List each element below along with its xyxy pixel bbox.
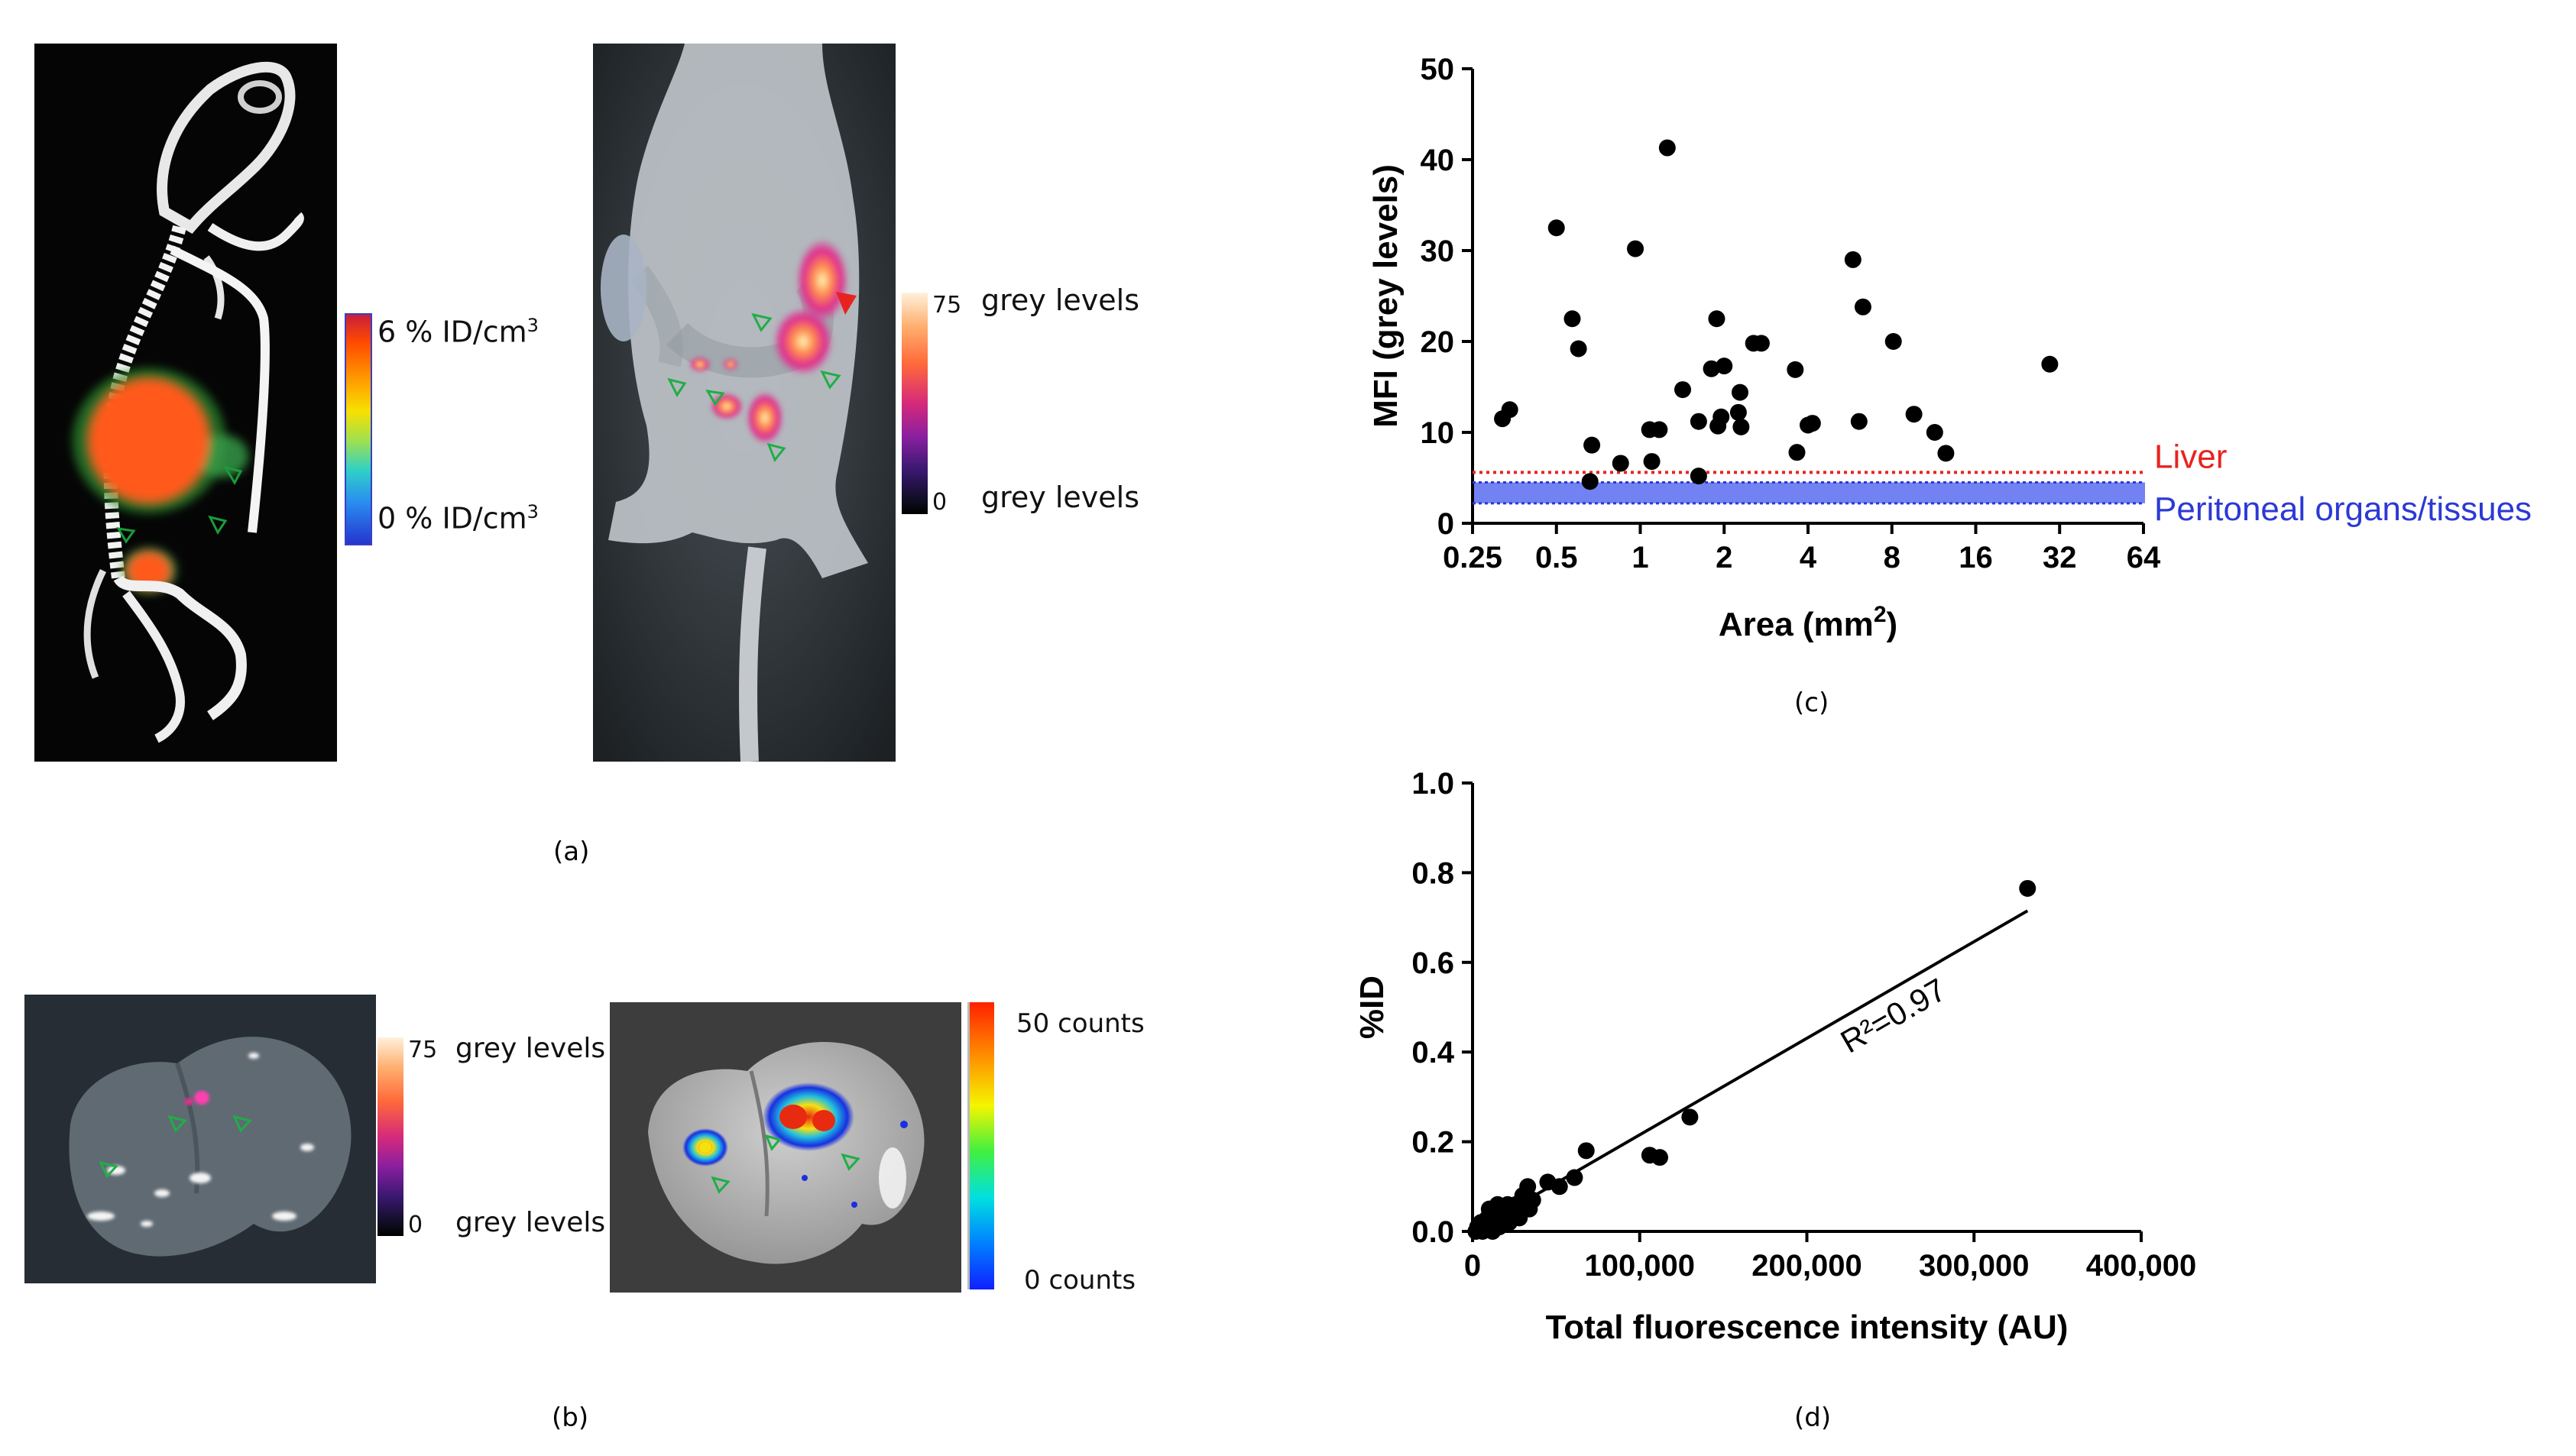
fluo-colorbar-a bbox=[902, 293, 928, 514]
fluo-b-max-unit: grey levels bbox=[455, 1033, 606, 1064]
c-data-point bbox=[1658, 139, 1676, 157]
liver-organ-b2 bbox=[648, 1041, 925, 1264]
c-x-tick-label: 2 bbox=[1716, 541, 1732, 574]
c-peritoneal-label: Peritoneal organs/tissues bbox=[2154, 490, 2532, 528]
c-x-tick-label: 0.5 bbox=[1535, 541, 1578, 574]
c-data-point bbox=[1731, 383, 1748, 401]
c-data-point bbox=[1850, 413, 1868, 430]
c-data-point bbox=[1690, 413, 1707, 430]
c-data-point bbox=[1926, 424, 1943, 441]
c-data-point bbox=[1732, 418, 1750, 435]
panel-label-c: (c) bbox=[1794, 688, 1829, 718]
c-data-point bbox=[1581, 473, 1599, 490]
c-data-point bbox=[1703, 360, 1720, 377]
c-y-tick-label: 20 bbox=[1421, 325, 1455, 359]
c-liver-label: Liver bbox=[2154, 438, 2227, 475]
ct-mouse-image bbox=[34, 44, 337, 762]
c-data-point bbox=[1583, 436, 1601, 454]
c-x-tick-label: 64 bbox=[2127, 541, 2161, 574]
mouse-body bbox=[608, 44, 868, 578]
liver-arrowheads-b2 bbox=[711, 1134, 860, 1194]
c-x-label: Area (mm2) bbox=[1719, 602, 1897, 643]
c-data-point bbox=[1708, 310, 1725, 328]
c-data-point bbox=[1627, 240, 1644, 257]
liver-hotspot-b1 bbox=[194, 1091, 209, 1105]
fluo-colorbar-b bbox=[377, 1037, 403, 1236]
liver-arrowheads-b1 bbox=[99, 1115, 252, 1179]
c-x-tick-label: 16 bbox=[1959, 541, 1993, 574]
fluo-b-min-unit: grey levels bbox=[455, 1207, 606, 1238]
ct-skull bbox=[157, 61, 296, 234]
c-data-point bbox=[1788, 444, 1806, 461]
c-data-point bbox=[1803, 415, 1821, 432]
c-x-tick-label: 0.25 bbox=[1443, 541, 1502, 574]
c-peritoneal-band bbox=[1474, 482, 2145, 503]
c-data-point bbox=[1651, 421, 1668, 438]
fluorescence-hotspots bbox=[689, 238, 849, 445]
fluo-a-min-value: 0 bbox=[932, 489, 948, 516]
ct-colorbar-min: 0 % ID/cm3 bbox=[377, 501, 539, 535]
c-data-point bbox=[1674, 381, 1692, 399]
ct-colorbar-max: 6 % ID/cm3 bbox=[377, 315, 539, 349]
ct-arrowheads bbox=[116, 465, 243, 544]
c-data-point bbox=[1752, 335, 1770, 352]
c-data-point bbox=[1501, 401, 1518, 419]
c-data-point bbox=[1844, 251, 1862, 268]
c-data-point bbox=[2041, 355, 2059, 373]
fluo-a-max-unit: grey levels bbox=[981, 283, 1140, 317]
c-data-point bbox=[1612, 455, 1629, 472]
c-data-point bbox=[1570, 340, 1587, 358]
c-x-tick-label: 32 bbox=[2043, 541, 2077, 574]
c-y-tick-label: 50 bbox=[1421, 53, 1455, 86]
c-data-point bbox=[1905, 406, 1923, 423]
c-data-point bbox=[1787, 361, 1804, 378]
c-data-point bbox=[1854, 298, 1871, 315]
fluorescence-mouse-image bbox=[593, 44, 896, 762]
fluo-a-min-unit: grey levels bbox=[981, 480, 1140, 514]
c-data-point bbox=[1712, 408, 1730, 425]
c-y-tick-label: 0 bbox=[1437, 507, 1454, 541]
panel-label-d: (d) bbox=[1794, 1403, 1832, 1433]
red-arrowhead bbox=[836, 292, 857, 315]
c-data-point bbox=[1937, 445, 1955, 462]
c-x-tick-label: 8 bbox=[1884, 541, 1900, 574]
c-data-point bbox=[1729, 403, 1747, 421]
ct-colorbar bbox=[345, 313, 372, 545]
counts-colorbar bbox=[967, 1002, 994, 1289]
c-x-tick-label: 4 bbox=[1800, 541, 1817, 574]
fluo-b-min-value: 0 bbox=[408, 1212, 423, 1238]
ct-uptake-liver bbox=[73, 368, 248, 594]
c-data-point bbox=[1643, 453, 1661, 471]
c-data-point bbox=[1884, 333, 1902, 350]
c-data-point bbox=[1716, 358, 1733, 375]
panel-label-b: (b) bbox=[552, 1403, 589, 1433]
c-data-point bbox=[1690, 468, 1707, 485]
liver-organ-b1 bbox=[69, 1037, 352, 1257]
counts-min-label: 0 counts bbox=[1024, 1265, 1136, 1296]
c-data-point bbox=[1563, 310, 1581, 328]
panel-label-a: (a) bbox=[553, 836, 590, 867]
fluo-b-max-value: 75 bbox=[408, 1037, 438, 1063]
mouse-tail bbox=[739, 546, 766, 762]
liver-fluorescence-image bbox=[24, 995, 376, 1283]
c-y-tick-label: 10 bbox=[1421, 416, 1455, 450]
c-y-tick-label: 40 bbox=[1421, 144, 1455, 177]
liver-counts-hotspots bbox=[682, 1082, 908, 1208]
counts-max-label: 50 counts bbox=[1016, 1008, 1145, 1039]
c-y-tick-label: 30 bbox=[1421, 235, 1455, 268]
fluo-a-max-value: 75 bbox=[932, 292, 962, 319]
c-y-label: MFI (grey levels) bbox=[1367, 164, 1405, 428]
c-x-tick-label: 1 bbox=[1631, 541, 1648, 574]
fluo-arrowheads bbox=[667, 312, 841, 462]
c-data-point bbox=[1547, 219, 1565, 237]
liver-counts-image bbox=[610, 1002, 961, 1293]
